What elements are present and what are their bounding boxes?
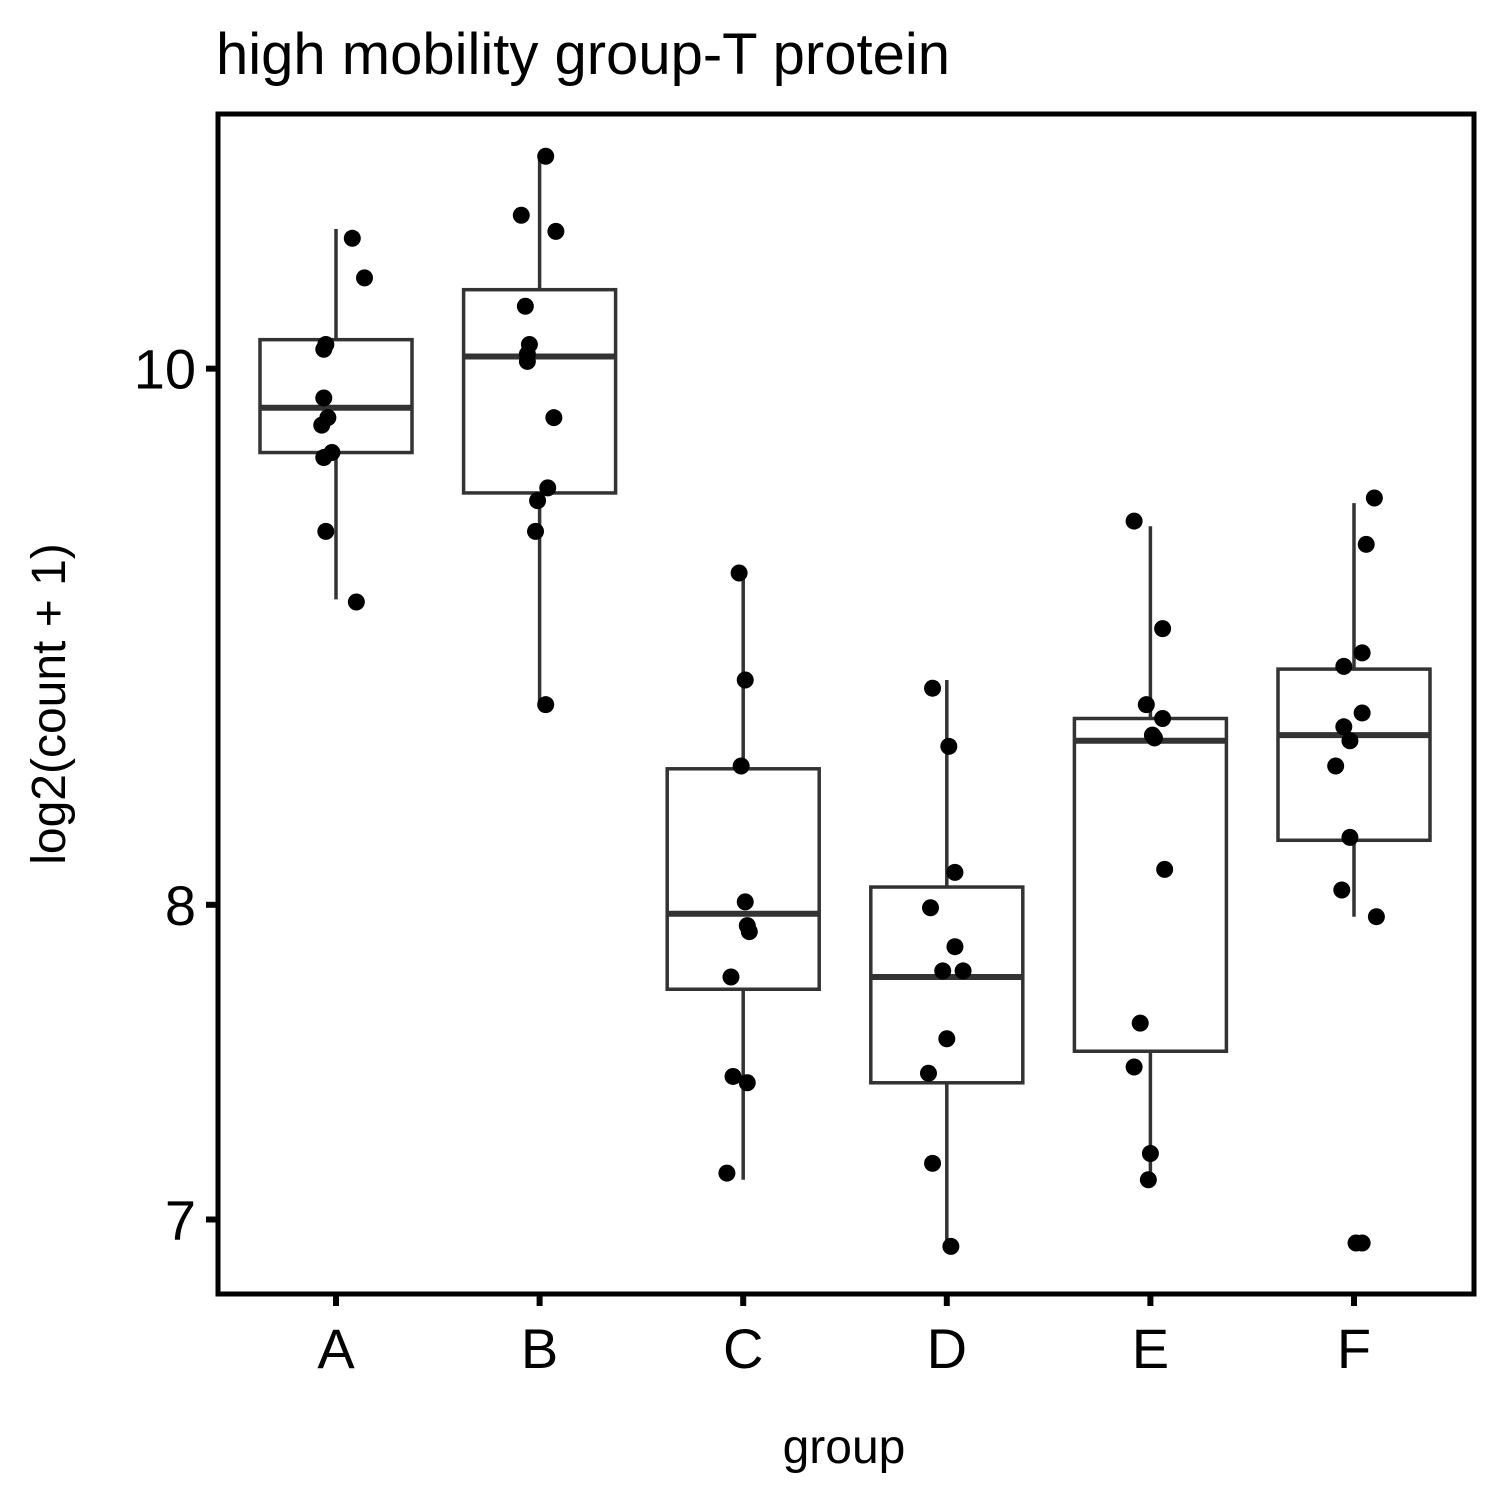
data-point-A	[356, 269, 374, 287]
data-point-F	[1341, 828, 1359, 846]
box-F	[1276, 667, 1432, 843]
x-tick-label: E	[1132, 1317, 1169, 1380]
data-point-B	[537, 696, 555, 714]
data-point-C	[718, 1164, 736, 1182]
data-point-F	[1353, 1234, 1371, 1252]
data-point-C	[732, 757, 750, 775]
data-point-C	[724, 1067, 742, 1085]
data-point-F	[1341, 732, 1359, 750]
data-point-A	[317, 522, 335, 540]
data-point-D	[938, 1030, 956, 1048]
data-point-E	[1125, 512, 1143, 530]
data-point-D	[934, 962, 952, 980]
data-point-D	[919, 1064, 937, 1082]
data-point-D	[942, 1237, 960, 1255]
data-point-D	[940, 737, 958, 755]
data-point-D	[922, 899, 940, 917]
data-point-B	[545, 409, 563, 427]
panel-border	[215, 111, 1477, 1297]
x-axis-title: group	[783, 1421, 906, 1474]
data-point-B	[512, 206, 530, 224]
box-B	[461, 287, 618, 495]
y-tick-label: 7	[165, 1188, 196, 1251]
plot-area	[258, 147, 1432, 1255]
data-point-D	[924, 1154, 942, 1172]
data-point-B	[547, 222, 565, 240]
data-point-E	[1139, 1171, 1157, 1189]
data-point-F	[1327, 757, 1345, 775]
data-point-C	[738, 1074, 756, 1092]
data-point-F	[1353, 644, 1371, 662]
data-point-C	[730, 564, 748, 582]
data-point-D	[946, 863, 964, 881]
data-point-B	[516, 297, 534, 315]
x-tick-label: D	[927, 1317, 967, 1380]
data-point-E	[1156, 860, 1174, 878]
x-tick-label: C	[723, 1317, 763, 1380]
data-point-A	[315, 389, 333, 407]
data-point-B	[518, 352, 536, 370]
data-point-B	[527, 522, 545, 540]
data-point-F	[1333, 881, 1351, 899]
data-point-F	[1357, 535, 1375, 553]
box-D	[869, 885, 1025, 1085]
data-point-E	[1145, 729, 1163, 747]
data-point-D	[924, 679, 942, 697]
x-tick-label: A	[317, 1317, 355, 1380]
data-point-C	[740, 923, 758, 941]
box-C	[665, 767, 821, 991]
data-point-E	[1131, 1014, 1149, 1032]
data-point-E	[1154, 709, 1172, 727]
data-point-B	[537, 147, 555, 165]
data-point-A	[313, 416, 331, 434]
data-point-D	[946, 938, 964, 956]
data-point-C	[722, 968, 740, 986]
data-point-B	[539, 479, 557, 497]
x-tick-label: B	[521, 1317, 558, 1380]
data-point-E	[1141, 1145, 1159, 1163]
y-axis-title: log2(count + 1)	[23, 543, 76, 865]
data-point-A	[347, 593, 365, 611]
data-point-F	[1335, 718, 1353, 736]
box-A	[258, 337, 414, 455]
axes: 7 8 10 A B C D E F	[134, 338, 1371, 1380]
data-point-F	[1367, 908, 1385, 926]
data-point-F	[1353, 704, 1371, 722]
data-point-E	[1154, 620, 1172, 638]
data-point-A	[343, 229, 361, 247]
x-tick-label: F	[1337, 1317, 1371, 1380]
data-point-F	[1335, 657, 1353, 675]
chart-title: high mobility group-T protein	[216, 22, 950, 87]
y-tick-label: 10	[134, 338, 196, 401]
data-point-E	[1137, 696, 1155, 714]
y-tick-label: 8	[165, 874, 196, 937]
data-point-A	[315, 449, 333, 467]
data-point-C	[736, 671, 754, 689]
data-point-E	[1125, 1058, 1143, 1076]
data-point-D	[954, 962, 972, 980]
box-E	[1072, 716, 1229, 1053]
data-point-C	[736, 893, 754, 911]
data-point-A	[315, 340, 333, 358]
data-point-B	[529, 492, 547, 510]
data-point-F	[1365, 489, 1383, 507]
